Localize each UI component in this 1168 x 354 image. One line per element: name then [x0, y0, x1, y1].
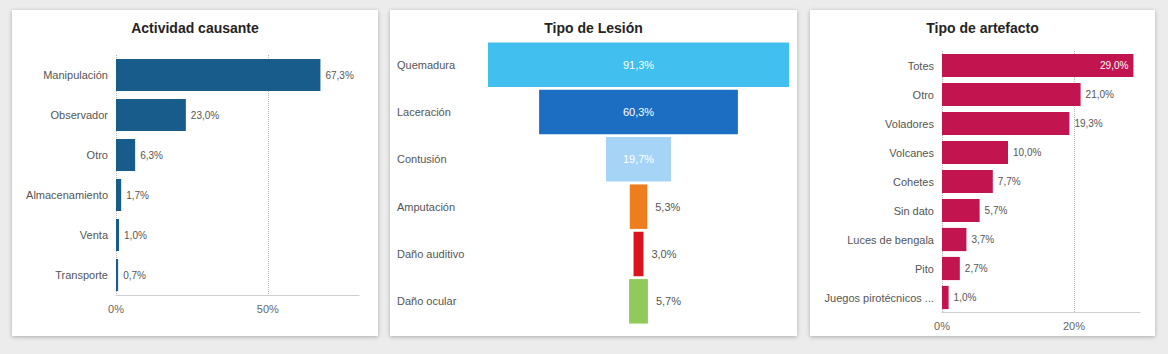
svg-text:3,7%: 3,7% — [971, 234, 994, 245]
svg-text:Daño auditivo: Daño auditivo — [397, 248, 464, 260]
svg-text:21,0%: 21,0% — [1086, 89, 1114, 100]
svg-text:Amputación: Amputación — [397, 201, 455, 213]
svg-text:Laceración: Laceración — [397, 106, 451, 118]
svg-text:29,0%: 29,0% — [1100, 60, 1128, 71]
svg-text:19,7%: 19,7% — [623, 153, 654, 165]
svg-text:Venta: Venta — [80, 229, 109, 241]
svg-text:3,0%: 3,0% — [651, 248, 676, 260]
svg-text:5,7%: 5,7% — [985, 205, 1008, 216]
svg-text:Actividad causante: Actividad causante — [131, 20, 259, 36]
svg-text:6,3%: 6,3% — [140, 150, 163, 161]
svg-text:Tipo de artefacto: Tipo de artefacto — [926, 20, 1039, 36]
svg-text:Daño ocular: Daño ocular — [397, 295, 457, 307]
svg-text:1,0%: 1,0% — [954, 292, 977, 303]
svg-text:67,3%: 67,3% — [325, 70, 353, 81]
svg-text:91,3%: 91,3% — [623, 59, 654, 71]
svg-text:1,0%: 1,0% — [124, 230, 147, 241]
svg-text:Volcanes: Volcanes — [889, 147, 934, 159]
svg-text:50%: 50% — [257, 303, 279, 315]
svg-text:Pito: Pito — [915, 263, 934, 275]
svg-text:0%: 0% — [934, 320, 950, 332]
svg-text:Luces de bengala: Luces de bengala — [847, 234, 935, 246]
svg-text:Totes: Totes — [908, 60, 935, 72]
svg-text:2,7%: 2,7% — [965, 263, 988, 274]
svg-text:20%: 20% — [1063, 320, 1085, 332]
svg-text:0,7%: 0,7% — [123, 270, 146, 281]
svg-text:1,7%: 1,7% — [126, 190, 149, 201]
svg-text:23,0%: 23,0% — [191, 110, 219, 121]
svg-text:19,3%: 19,3% — [1074, 118, 1102, 129]
svg-text:Almacenamiento: Almacenamiento — [26, 189, 108, 201]
svg-text:Otro: Otro — [913, 89, 934, 101]
svg-text:Sin dato: Sin dato — [894, 205, 934, 217]
svg-text:Contusión: Contusión — [397, 153, 447, 165]
svg-text:Voladores: Voladores — [885, 118, 934, 130]
svg-text:Otro: Otro — [87, 149, 108, 161]
svg-text:Manipulación: Manipulación — [43, 69, 108, 81]
svg-text:Transporte: Transporte — [55, 269, 108, 281]
svg-text:Quemadura: Quemadura — [397, 59, 456, 71]
svg-text:Tipo de Lesión: Tipo de Lesión — [544, 20, 643, 36]
svg-text:10,0%: 10,0% — [1013, 147, 1041, 158]
svg-text:5,7%: 5,7% — [656, 295, 681, 307]
svg-text:60,3%: 60,3% — [623, 106, 654, 118]
svg-text:Observador: Observador — [51, 109, 109, 121]
svg-text:0%: 0% — [108, 303, 124, 315]
svg-text:5,3%: 5,3% — [655, 201, 680, 213]
svg-text:Juegos pirotécnicos ...: Juegos pirotécnicos ... — [825, 292, 934, 304]
svg-text:Cohetes: Cohetes — [893, 176, 934, 188]
svg-text:7,7%: 7,7% — [998, 176, 1021, 187]
